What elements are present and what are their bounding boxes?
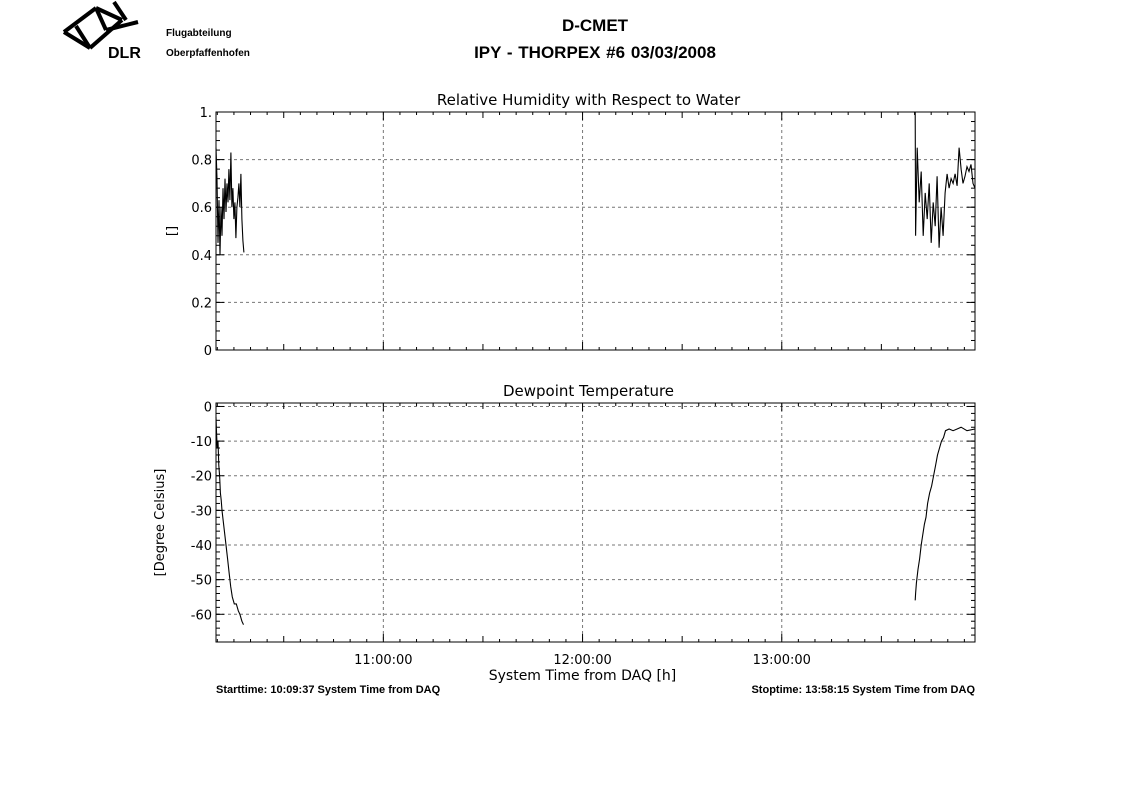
- org-line-1: Flugabteilung: [166, 28, 232, 39]
- y-axis-label: []: [165, 226, 180, 236]
- chart-title: Dewpoint Temperature: [503, 382, 674, 400]
- start-time-label: Starttime: 10:09:37 System Time from DAQ: [216, 684, 441, 696]
- y-tick-label: -30: [191, 504, 212, 519]
- series-line-1: [215, 416, 245, 625]
- y-tick-label: 0.2: [191, 296, 212, 311]
- y-tick-label: -50: [191, 574, 212, 589]
- org-line-2: Oberpfaffenhofen: [166, 48, 250, 59]
- plot-frame: [215, 111, 976, 351]
- series-line-2: [914, 111, 976, 248]
- page-subtitle: IPY - THORPEX #6 03/03/2008: [474, 43, 716, 62]
- y-tick-label: 0.6: [191, 201, 212, 216]
- x-tick-label: 11:00:00: [354, 653, 412, 668]
- y-tick-label: -40: [191, 539, 212, 554]
- dlr-logo: DLR: [62, 0, 141, 62]
- y-tick-label: -10: [191, 435, 212, 450]
- dlr-logo-text: DLR: [108, 45, 141, 62]
- y-tick-label: -20: [191, 470, 212, 485]
- chart-1: Relative Humidity with Respect to Water 0…: [165, 91, 976, 359]
- y-tick-label: 1.: [200, 106, 212, 121]
- y-axis-label: [Degree Celsius]: [153, 469, 168, 577]
- y-tick-label: -60: [191, 608, 212, 623]
- y-tick-label: 0.4: [191, 249, 212, 264]
- plot-frame: [215, 402, 976, 643]
- y-tick-label: 0: [204, 344, 212, 359]
- x-axis-label: System Time from DAQ [h]: [489, 668, 677, 684]
- y-tick-label: 0: [204, 400, 212, 415]
- series-line-2: [914, 426, 976, 601]
- page-title: D-CMET: [561, 16, 629, 35]
- chart-2: Dewpoint Temperature 11:00:00 12:00:00 13:0…: [153, 382, 976, 684]
- stop-time-label: Stoptime: 13:58:15 System Time from DAQ: [751, 684, 975, 696]
- y-tick-label: 0.8: [191, 154, 212, 169]
- series-line-1: [215, 147, 245, 255]
- chart-title: Relative Humidity with Respect to Water: [437, 91, 741, 109]
- x-tick-label: 12:00:00: [553, 653, 611, 668]
- x-tick-label: 13:00:00: [753, 653, 811, 668]
